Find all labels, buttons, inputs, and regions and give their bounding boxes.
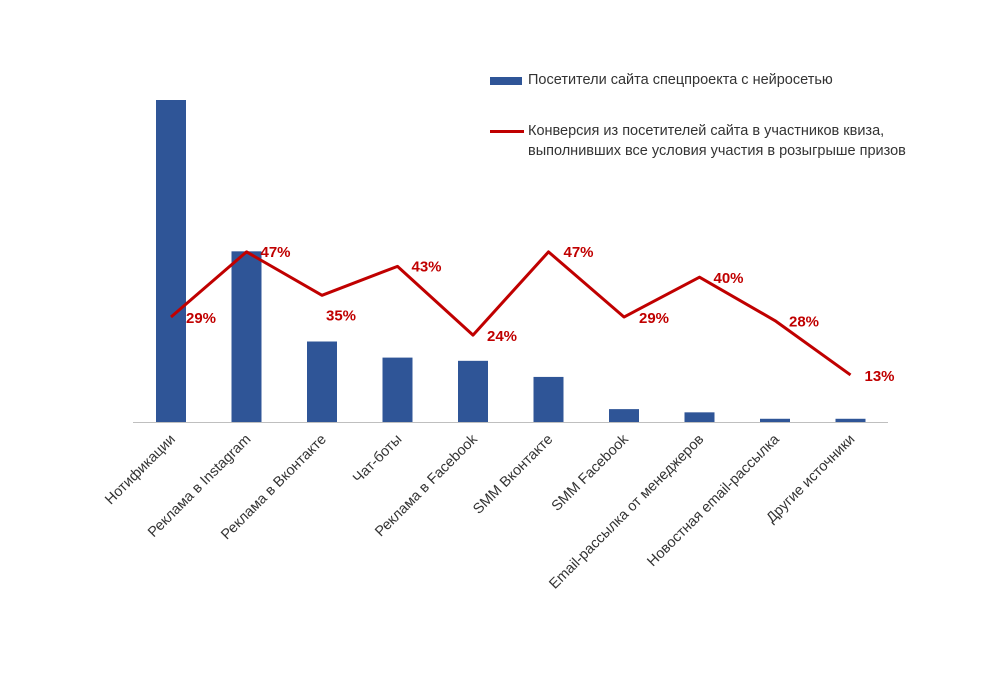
data-label: 47% [261, 244, 291, 261]
legend-bar-swatch [490, 77, 522, 85]
legend-line-swatch [490, 130, 524, 133]
bar [231, 251, 262, 422]
bar [382, 357, 413, 422]
bar [684, 412, 715, 422]
x-tick-label: Чат-боты [350, 432, 405, 487]
x-tick-label: SMM Facebook [549, 431, 633, 515]
bar [156, 100, 186, 422]
data-label: 47% [564, 244, 594, 261]
data-label: 40% [714, 270, 744, 287]
bar [609, 409, 639, 422]
legend-bar-label: Посетители сайта спецпроекта с нейросеть… [528, 72, 833, 88]
x-tick-label: Нотификации [102, 432, 179, 509]
x-tick-label: Новостная email-рассылка [644, 431, 783, 570]
bar [458, 360, 488, 422]
bar [533, 376, 564, 422]
data-label: 28% [789, 314, 819, 331]
x-tick-label: SMM Вконтакте [470, 432, 556, 518]
conversion-line [170, 250, 852, 377]
bar [760, 418, 790, 422]
data-label: 13% [865, 368, 895, 385]
x-tick-label: Email-рассылка от менеджеров [546, 431, 707, 592]
data-label: 29% [639, 310, 669, 327]
data-label: 29% [186, 310, 216, 327]
bar [307, 341, 337, 422]
data-label: 24% [487, 328, 517, 345]
data-label: 43% [412, 258, 442, 275]
bar [835, 418, 866, 422]
legend-line-label: Конверсия из посетителей сайта в участни… [528, 123, 906, 159]
data-label: 35% [326, 307, 356, 324]
